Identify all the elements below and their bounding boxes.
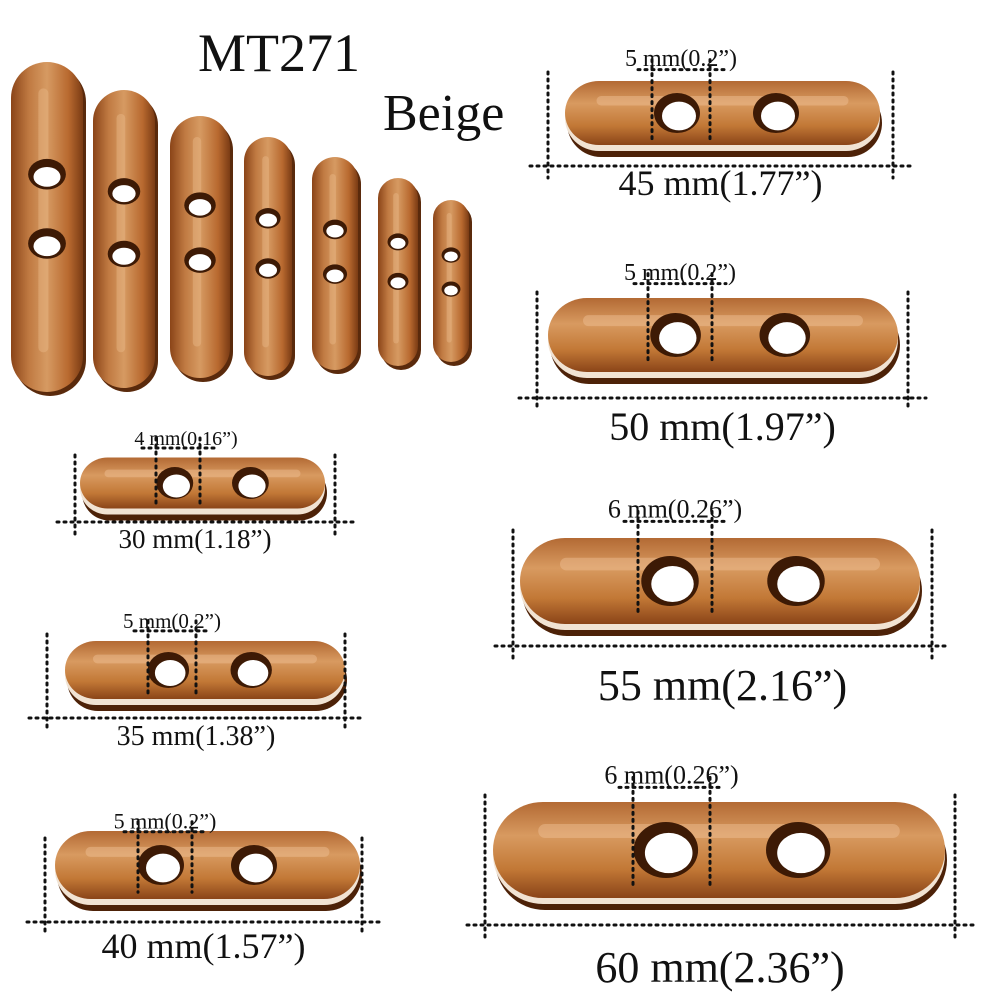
length-label: 40 mm(1.57”) (102, 926, 306, 966)
length-label: 50 mm(1.97”) (609, 404, 836, 449)
vertical-toggle-button (170, 116, 233, 382)
product-code-title: MT271 (198, 23, 360, 83)
length-label: 55 mm(2.16”) (598, 661, 847, 710)
length-label: 45 mm(1.77”) (619, 163, 823, 203)
hole-gap-label: 5 mm(0.2”) (624, 260, 736, 286)
horizontal-toggle-item: 45 mm(1.77”) 5 mm(0.2”) (528, 46, 913, 203)
length-label: 35 mm(1.38”) (117, 721, 276, 752)
horizontal-toggle-item: 35 mm(1.38”) 5 mm(0.2”) (27, 609, 365, 752)
vertical-toggle-button (244, 137, 295, 380)
hole-gap-label: 5 mm(0.2”) (625, 46, 737, 72)
product-color-label: Beige (383, 85, 505, 142)
vertical-toggle-button (312, 157, 361, 374)
horizontal-toggle-item: 30 mm(1.18”) 4 mm(0.16”) (55, 428, 355, 554)
vertical-toggle-group (11, 62, 472, 396)
toggle-button (565, 81, 880, 145)
vertical-toggle-button (433, 200, 472, 366)
vertical-toggle-button (11, 62, 86, 396)
horizontal-toggle-item: 50 mm(1.97”) 5 mm(0.2”) (517, 260, 928, 449)
hole-gap-label: 5 mm(0.2”) (123, 609, 221, 633)
toggle-button (548, 298, 898, 372)
horizontal-toggle-item: 40 mm(1.57”) 5 mm(0.2”) (25, 809, 382, 966)
hole-gap-label: 5 mm(0.2”) (114, 809, 217, 834)
hole-gap-label: 6 mm(0.26”) (608, 495, 742, 524)
horizontal-toggle-item: 60 mm(2.36”) 6 mm(0.26”) (465, 761, 975, 992)
length-label: 30 mm(1.18”) (119, 524, 272, 554)
hole-gap-label: 6 mm(0.26”) (604, 761, 738, 790)
toggle-button (55, 831, 360, 899)
length-label: 60 mm(2.36”) (595, 943, 844, 992)
toggle-button (65, 641, 345, 699)
vertical-toggle-button (378, 178, 421, 370)
hole-gap-label: 4 mm(0.16”) (134, 428, 237, 450)
horizontal-toggle-group: 30 mm(1.18”) 4 mm(0.16”) 35 mm(1.38”) 5 mm(… (25, 46, 975, 992)
toggle-button (80, 457, 325, 509)
toggle-button (493, 802, 945, 898)
toggle-button (520, 538, 920, 624)
vertical-toggle-button (93, 90, 158, 392)
horizontal-toggle-item: 55 mm(2.16”) 6 mm(0.26”) (493, 495, 952, 710)
